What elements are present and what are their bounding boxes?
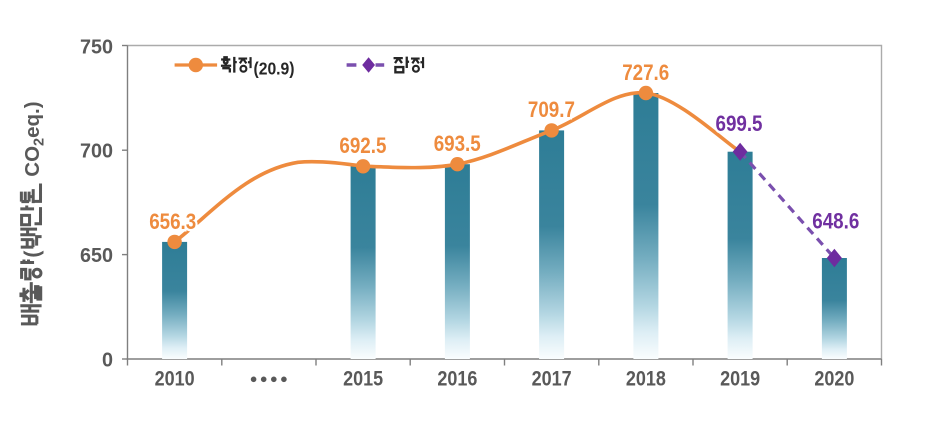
svg-text:2010: 2010 [155,368,195,391]
svg-text:750: 750 [80,35,113,58]
svg-text:699.5: 699.5 [716,111,763,136]
svg-text:656.3: 656.3 [149,209,196,234]
svg-text:(: ( [21,251,44,258]
svg-text:709.7: 709.7 [528,97,575,122]
svg-text:2017: 2017 [532,368,572,391]
svg-text:2020: 2020 [814,368,854,391]
svg-text:650: 650 [80,244,113,267]
svg-text:0: 0 [102,348,113,371]
svg-text:648.6: 648.6 [812,209,859,234]
svg-text:692.5: 692.5 [339,133,386,158]
svg-text:2019: 2019 [720,368,760,391]
svg-text:2015: 2015 [343,368,383,391]
svg-text:693.5: 693.5 [434,131,481,156]
svg-text:2018: 2018 [626,368,666,391]
svg-text:727.6: 727.6 [622,60,669,85]
svg-text:2016: 2016 [437,368,477,391]
svg-text:700: 700 [80,140,113,163]
svg-text:(20.9): (20.9) [254,59,295,79]
